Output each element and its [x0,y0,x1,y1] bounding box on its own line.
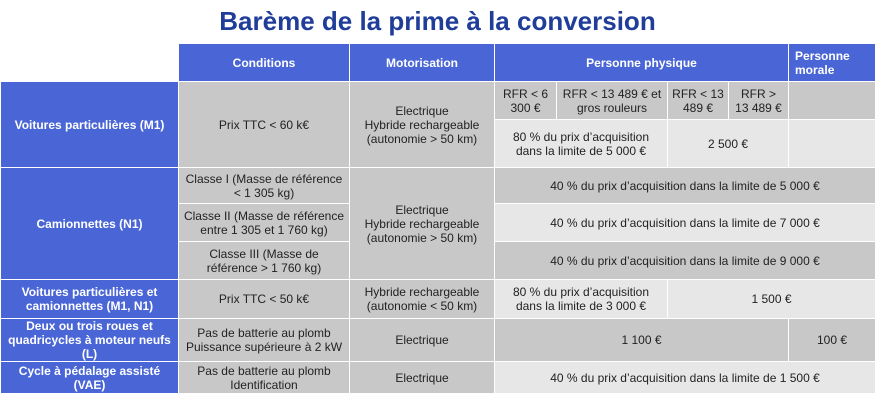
value-m1-morale-empty [788,119,875,168]
condition-n1-class2: Classe II (Masse de référence entre 1 30… [178,203,350,242]
value-n1-class1: 40 % du prix d’acquisition dans la limit… [493,167,875,204]
condition-l: Pas de batterie au plomb Puissance supér… [178,318,350,362]
value-l-morale: 100 € [788,318,875,362]
header-rfr-morale-empty [788,81,875,120]
header-motorisation: Motorisation [349,43,495,82]
condition-vae: Pas de batterie au plomb Identification [178,361,350,394]
value-n1-class2: 40 % du prix d’acquisition dans la limit… [493,203,875,242]
motorisation-m1: Electrique Hybride rechargeable (autonom… [349,81,495,168]
category-vae: Cycle à pédalage assisté (VAE) [0,361,179,394]
value-m1-high: 2 500 € [666,119,790,168]
header-conditions: Conditions [178,43,350,82]
condition-m1n1: Prix TTC < 50 k€ [178,279,350,319]
condition-n1-class1: Classe I (Masse de référence < 1 305 kg) [178,167,350,204]
category-l: Deux ou trois roues et quadricycles à mo… [0,318,179,362]
value-m1n1-high: 1 500 € [666,279,875,319]
category-m1n1: Voitures particulières et camionnettes (… [0,279,179,319]
page-title: Barème de la prime à la conversion [219,6,656,36]
motorisation-vae: Electrique [349,361,495,394]
header-personne-morale: Personne morale [788,43,875,82]
header-rfr-4: RFR > 13 489 € [727,81,790,120]
corner-cell [0,43,179,82]
motorisation-m1n1: Hybride rechargeable (autonomie < 50 km) [349,279,495,319]
condition-n1-class3: Classe III (Masse de référence > 1 760 k… [178,241,350,280]
value-m1-low: 80 % du prix d’acquisition dans la limit… [494,119,668,168]
category-m1: Voitures particulières (M1) [0,81,179,168]
bareme-table: Conditions Motorisation Personne physiqu… [0,43,875,394]
category-n1: Camionnettes (N1) [0,167,179,280]
value-n1-class3: 40 % du prix d’acquisition dans la limit… [493,241,875,280]
header-personne-physique: Personne physique [493,43,790,82]
header-rfr-3: RFR < 13 489 € [667,81,729,120]
header-rfr-1: RFR < 6 300 € [494,81,557,120]
value-m1n1-low: 80 % du prix d’acquisition dans la limit… [494,279,668,319]
motorisation-l: Electrique [349,318,495,362]
condition-m1: Prix TTC < 60 k€ [178,81,350,168]
header-rfr-2: RFR < 13 489 € et gros rouleurs [556,81,668,120]
value-vae: 40 % du prix d’acquisition dans la limit… [493,361,875,394]
motorisation-n1: Electrique Hybride rechargeable (autonom… [349,167,495,280]
value-l-physique: 1 100 € [493,318,790,362]
